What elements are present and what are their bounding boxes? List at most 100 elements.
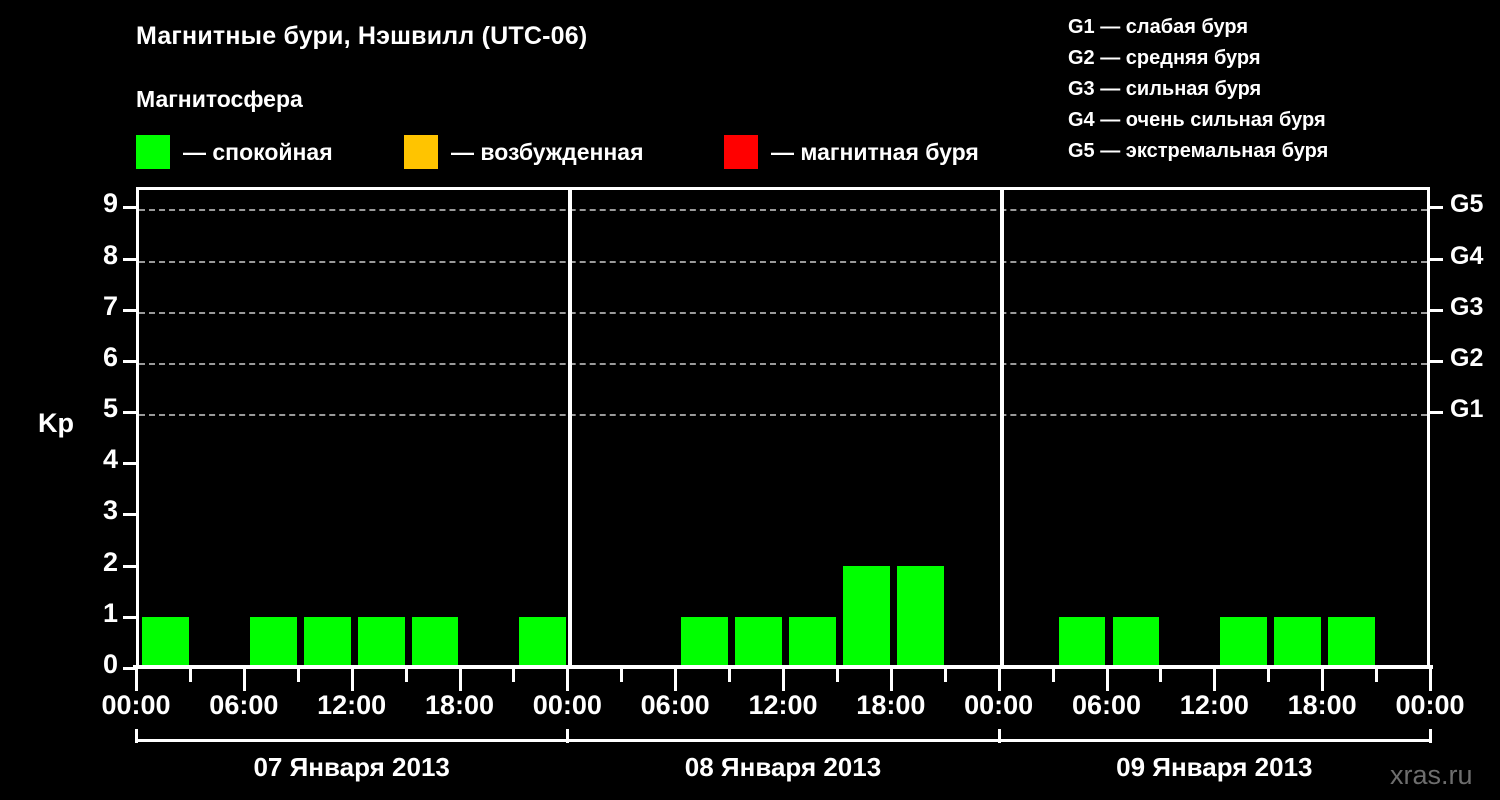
x-tick [1159,669,1163,682]
x-tick [1105,669,1109,691]
x-time-label: 12:00 [317,690,387,720]
bar [357,616,405,668]
x-tick [943,669,947,682]
g-scale-legend: G1 — слабая буря G2 — средняя буря G3 — … [1068,12,1488,167]
x-axis-line [133,665,1433,669]
x-time-label: 06:00 [209,690,279,720]
chart-plot-area [136,187,1430,668]
y-tick-label-7: 7 [102,290,118,321]
gridline-kp-7 [139,311,1427,314]
x-time-label: 06:00 [640,690,710,720]
day-axis-tick [566,729,570,743]
x-tick [404,669,408,682]
day-separator-1 [568,190,573,668]
x-tick [1267,669,1271,682]
bar [142,616,189,668]
x-tick [728,669,732,682]
day-label: 09 Января 2013 [1116,752,1313,782]
x-time-label: 00:00 [1395,690,1465,720]
bar [896,565,944,668]
g-scale-text-g5: — экстремальная буря [1100,140,1329,162]
day-axis-bar [136,739,1430,742]
x-tick [566,669,570,691]
x-time-label: 18:00 [1287,690,1357,720]
x-time-label: 12:00 [748,690,818,720]
bar [681,616,729,668]
x-time-label: 06:00 [1071,690,1142,720]
g-scale-code-g3: G3 [1068,78,1095,100]
g-scale-row-g1: G1 — слабая буря [1068,12,1488,43]
g-scale-code-g2: G2 [1068,47,1095,69]
bar [789,616,836,668]
g-scale-row-g3: G3 — сильная буря [1068,74,1488,105]
y-tick-2 [123,564,136,568]
g-axis-tick-g1 [1430,411,1443,415]
y-tick-label-6: 6 [102,341,118,372]
x-tick [296,669,300,682]
y-tick-label-9: 9 [102,188,118,219]
x-tick [188,669,192,682]
watermark: xras.ru [1390,760,1473,790]
g-scale-code-g4: G4 [1068,109,1095,131]
y-tick-label-5: 5 [102,393,118,424]
x-time-label: 00:00 [964,690,1034,720]
bar [303,616,351,668]
g-axis-label-g5: G5 [1450,190,1484,219]
legend-item-quiet: — спокойная [136,134,333,170]
y-tick-8 [123,257,136,261]
g-axis-tick-g5 [1430,206,1443,210]
x-tick [350,669,354,691]
bar [411,616,459,668]
gridline-kp-9 [139,209,1427,212]
y-tick-label-2: 2 [102,546,118,577]
y-tick-label-3: 3 [102,495,118,526]
y-tick-5 [123,411,136,415]
x-time-label: 12:00 [1179,690,1249,720]
g-scale-row-g4: G4 — очень сильная буря [1068,105,1488,136]
day-axis-tick [1429,729,1432,743]
day-separator-2 [999,190,1004,668]
x-tick [1321,669,1325,691]
g-scale-code-g1: G1 [1068,16,1095,38]
g-axis-label-g4: G4 [1450,241,1484,270]
g-scale-text-g2: — средняя буря [1100,47,1261,69]
x-tick [1213,669,1217,691]
x-time-label: 18:00 [856,690,926,720]
y-tick-label-4: 4 [102,444,118,475]
day-axis-tick [997,729,1001,743]
x-tick [782,669,785,691]
bar [519,616,567,668]
g-axis-label-g3: G3 [1450,292,1484,321]
legend-item-storm: — магнитная буря [724,134,979,170]
bar [1220,616,1268,668]
x-time-label: 00:00 [532,690,602,720]
x-tick [1429,669,1432,691]
x-tick [620,669,624,682]
y-axis-title: Kp [38,408,74,438]
x-tick [242,669,246,691]
g-axis-label-g2: G2 [1450,343,1484,372]
y-tick-9 [123,206,136,210]
g-scale-text-g1: — слабая буря [1100,16,1249,38]
y-tick-4 [123,462,136,466]
day-axis-tick [135,729,138,743]
y-tick-label-1: 1 [102,597,118,628]
bar [1328,616,1376,668]
legend-label-storm: — магнитная буря [771,138,979,165]
x-tick [997,669,1001,691]
y-tick-0 [123,667,136,670]
g-axis-label-g1: G1 [1450,395,1484,424]
legend-item-unsettled: — возбужденная [404,134,644,170]
g-scale-row-g5: G5 — экстремальная буря [1068,136,1488,167]
g-scale-text-g4: — очень сильная буря [1100,109,1326,131]
x-tick [835,669,839,682]
bar [249,616,297,668]
gridline-kp-5 [139,414,1427,417]
g-axis-tick-g2 [1430,359,1443,363]
bar [1274,616,1322,668]
bar [1058,616,1106,668]
magnetosphere-legend: — спокойная — возбужденная — магнитная б… [136,134,1036,170]
y-tick-3 [123,513,136,517]
x-tick [458,669,462,691]
y-tick-1 [123,615,136,619]
